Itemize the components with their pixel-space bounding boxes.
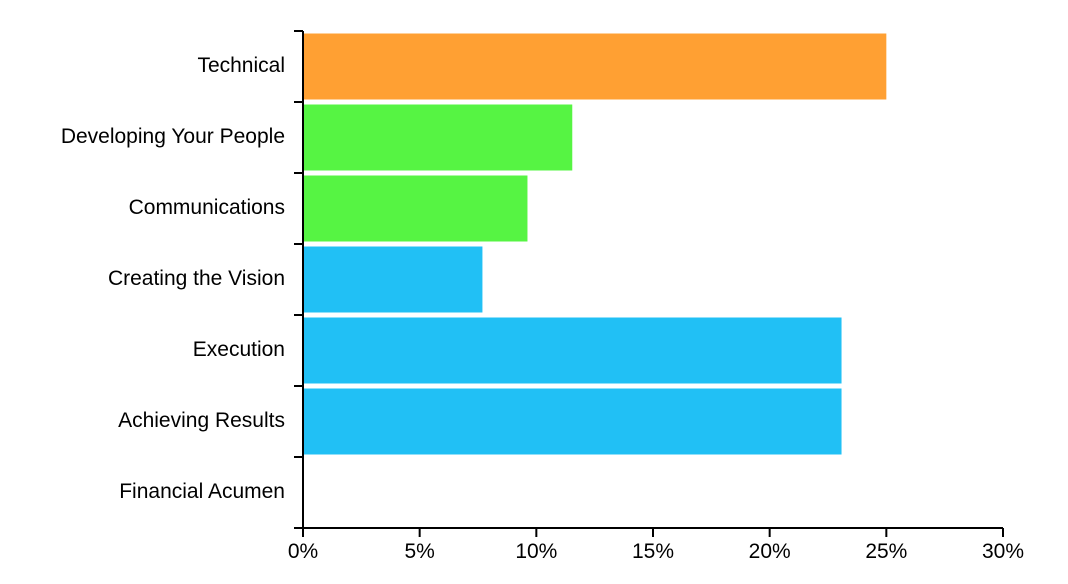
- category-label-developing-your-people: Developing Your People: [61, 125, 285, 148]
- category-label-creating-the-vision: Creating the Vision: [108, 267, 285, 290]
- category-labels-group: Technical Developing Your People Communica…: [61, 54, 285, 503]
- x-tick-label: 0%: [288, 540, 318, 563]
- bar-achieving-results: [303, 388, 842, 455]
- y-axis: [294, 30, 304, 529]
- category-label-financial-acumen: Financial Acumen: [119, 480, 285, 503]
- category-label-technical: Technical: [197, 54, 285, 77]
- bars-group: [303, 33, 887, 455]
- x-tick-label: 10%: [515, 540, 557, 563]
- bar-creating-the-vision: [303, 246, 483, 313]
- x-tick-label: 30%: [982, 540, 1024, 563]
- x-tick-label: 20%: [749, 540, 791, 563]
- bar-communications: [303, 175, 528, 242]
- x-tick-label: 5%: [404, 540, 434, 563]
- bar-developing-your-people: [303, 104, 573, 171]
- bar-execution: [303, 317, 842, 384]
- bar-technical: [303, 33, 887, 100]
- x-axis: 0% 5% 10% 15% 20% 25% 30%: [288, 527, 1024, 563]
- category-label-achieving-results: Achieving Results: [118, 409, 285, 432]
- x-tick-label: 15%: [632, 540, 674, 563]
- category-label-communications: Communications: [129, 196, 285, 219]
- category-label-execution: Execution: [193, 338, 285, 361]
- x-tick-label: 25%: [865, 540, 907, 563]
